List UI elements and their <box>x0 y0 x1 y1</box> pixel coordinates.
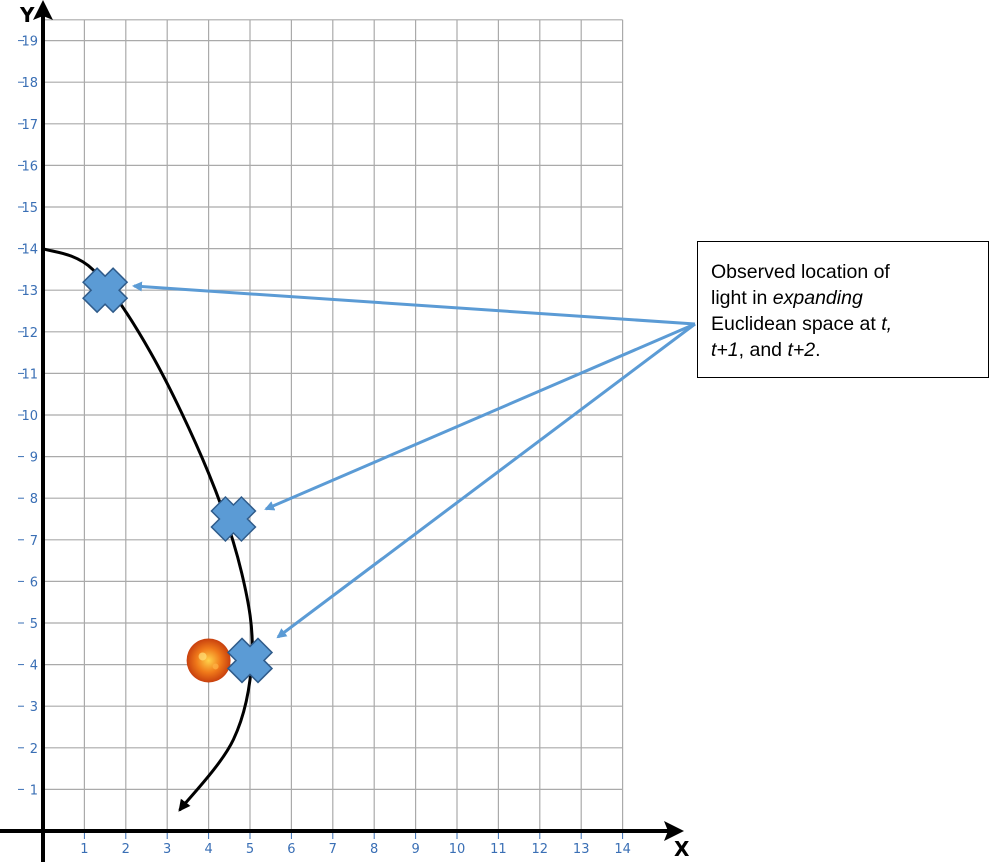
y-tick-label: 17 <box>21 118 38 133</box>
y-tick-label: 9 <box>30 451 38 466</box>
callout-line-1: Observed location of <box>711 259 978 285</box>
tick-labels: 1 2 3 4 5 6 7 8 9 10 11 12 13 14123456789101112131415… <box>18 35 631 857</box>
x-tick-label: 8 <box>370 842 378 857</box>
observation-x-marker <box>82 267 129 314</box>
x-axis-arrowhead <box>664 821 684 841</box>
y-tick-label: 12 <box>21 326 38 341</box>
callout-text-4d: . <box>815 339 821 361</box>
y-tick-label: 3 <box>30 700 38 715</box>
callout-text-1: Observed location of <box>711 261 890 283</box>
callout-text-4b: , and <box>738 339 788 361</box>
callout-line-4: t+1, and t+2. <box>711 337 978 363</box>
y-tick-label: 14 <box>21 243 38 258</box>
y-axis-arrowhead <box>33 0 53 20</box>
x-tick-label: 12 <box>532 842 549 857</box>
callout-text-4c: t+2 <box>787 339 816 361</box>
y-tick-label: 7 <box>30 534 38 549</box>
x-tick-label: 13 <box>573 842 590 857</box>
x-axis-letter: X <box>674 837 690 861</box>
x-tick-label: 5 <box>246 842 254 857</box>
x-tick-label: 14 <box>614 842 631 857</box>
y-tick-label: 1 <box>30 783 38 798</box>
y-tick-label: 13 <box>21 284 38 299</box>
marker-layer <box>82 267 274 684</box>
y-tick-label: 18 <box>21 76 38 91</box>
y-tick-label: 11 <box>21 367 38 382</box>
y-tick-label: 8 <box>30 492 38 507</box>
y-tick-label: 4 <box>30 659 38 674</box>
callout-text-3a: Euclidean space at <box>711 313 882 335</box>
sun-icon <box>186 638 231 683</box>
sun-flare <box>198 652 207 661</box>
y-tick-label: 15 <box>21 201 38 216</box>
y-tick-label: 16 <box>21 159 38 174</box>
y-tick-label: 10 <box>21 409 38 424</box>
callout-line-3: Euclidean space at t, <box>711 311 978 337</box>
callout-box: Observed location of light in expanding … <box>697 241 989 378</box>
x-tick-label: 2 <box>122 842 130 857</box>
callout-text-2a: light in <box>711 287 773 309</box>
callout-arrow <box>276 322 696 639</box>
x-tick-label: 4 <box>204 842 212 857</box>
x-tick-label: 9 <box>411 842 419 857</box>
callout-arrows <box>132 281 696 639</box>
callout-text-2b: expanding <box>772 287 863 309</box>
grid-lines <box>43 19 624 831</box>
y-tick-label: 19 <box>21 35 38 50</box>
y-tick-label: 5 <box>30 617 38 632</box>
y-tick-label: 2 <box>30 742 38 757</box>
x-tick-label: 6 <box>287 842 295 857</box>
x-tick-label: 7 <box>329 842 337 857</box>
axes: XY <box>0 0 690 862</box>
callout-text-3b: t, <box>881 313 893 335</box>
x-tick-label: 10 <box>449 842 466 857</box>
x-tick-label: 3 <box>163 842 171 857</box>
observation-x-marker <box>210 495 257 543</box>
sun-layer <box>186 638 231 683</box>
y-axis-letter: Y <box>19 3 35 27</box>
x-tick-label: 1 <box>80 842 88 857</box>
y-tick-label: 6 <box>30 575 38 590</box>
observation-x-marker <box>226 637 274 684</box>
x-tick-label: 11 <box>490 842 507 857</box>
callout-arrow <box>132 281 696 326</box>
callout-text-4a: t+1 <box>711 339 739 361</box>
callout-arrow <box>264 322 696 511</box>
sun-flare <box>212 663 219 670</box>
callout-line-2: light in expanding <box>711 285 978 311</box>
